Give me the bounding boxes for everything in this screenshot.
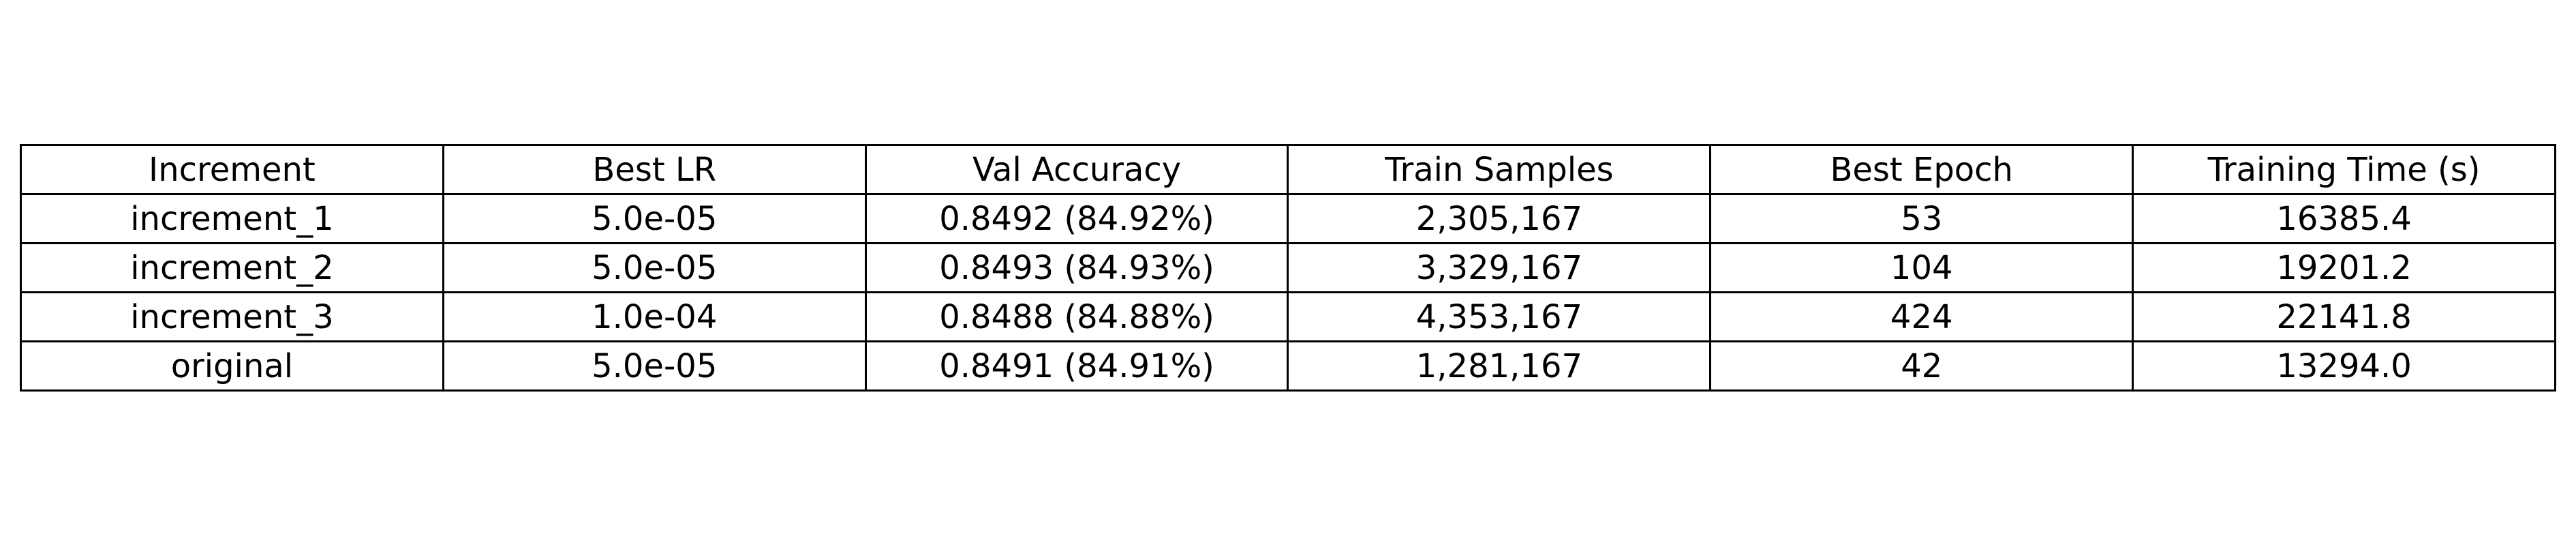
table-cell: original xyxy=(20,340,444,392)
table-cell: 1,281,167 xyxy=(1287,340,1712,392)
table-cell: 0.8491 (84.91%) xyxy=(864,340,1289,392)
table-header-cell: Best Epoch xyxy=(1709,144,2134,195)
table-cell: 5.0e-05 xyxy=(442,340,867,392)
table-cell: increment_3 xyxy=(20,291,444,342)
table-cell: increment_2 xyxy=(20,242,444,293)
table-row: increment_1 5.0e-05 0.8492 (84.92%) 2,305,1… xyxy=(20,193,2556,244)
table-cell: 5.0e-05 xyxy=(442,193,867,244)
table-header-row: Increment Best LR Val Accuracy Train Sample… xyxy=(20,144,2556,195)
table-cell: 0.8493 (84.93%) xyxy=(864,242,1289,293)
table-cell: 13294.0 xyxy=(2132,340,2556,392)
table-row: original 5.0e-05 0.8491 (84.91%) 1,281,167 4… xyxy=(20,340,2556,392)
table-cell: 5.0e-05 xyxy=(442,242,867,293)
table-cell: 1.0e-04 xyxy=(442,291,867,342)
table-cell: 19201.2 xyxy=(2132,242,2556,293)
table-cell: 4,353,167 xyxy=(1287,291,1712,342)
table-header-cell: Increment xyxy=(20,144,444,195)
table-cell: increment_1 xyxy=(20,193,444,244)
table-header-cell: Train Samples xyxy=(1287,144,1712,195)
table-cell: 3,329,167 xyxy=(1287,242,1712,293)
table-row: increment_3 1.0e-04 0.8488 (84.88%) 4,353,1… xyxy=(20,291,2556,342)
table-cell: 2,305,167 xyxy=(1287,193,1712,244)
table-cell: 22141.8 xyxy=(2132,291,2556,342)
table-cell: 53 xyxy=(1709,193,2134,244)
table-header-cell: Val Accuracy xyxy=(864,144,1289,195)
table-cell: 0.8488 (84.88%) xyxy=(864,291,1289,342)
results-table-container: Increment Best LR Val Accuracy Train Sample… xyxy=(20,144,2556,392)
table-header-cell: Best LR xyxy=(442,144,867,195)
table-cell: 424 xyxy=(1709,291,2134,342)
table-cell: 104 xyxy=(1709,242,2134,293)
table-cell: 16385.4 xyxy=(2132,193,2556,244)
results-table-body: Increment Best LR Val Accuracy Train Sample… xyxy=(20,144,2556,392)
table-row: increment_2 5.0e-05 0.8493 (84.93%) 3,329,1… xyxy=(20,242,2556,293)
table-cell: 42 xyxy=(1709,340,2134,392)
table-header-cell: Training Time (s) xyxy=(2132,144,2556,195)
results-table: Increment Best LR Val Accuracy Train Sample… xyxy=(20,144,2556,392)
table-cell: 0.8492 (84.92%) xyxy=(864,193,1289,244)
